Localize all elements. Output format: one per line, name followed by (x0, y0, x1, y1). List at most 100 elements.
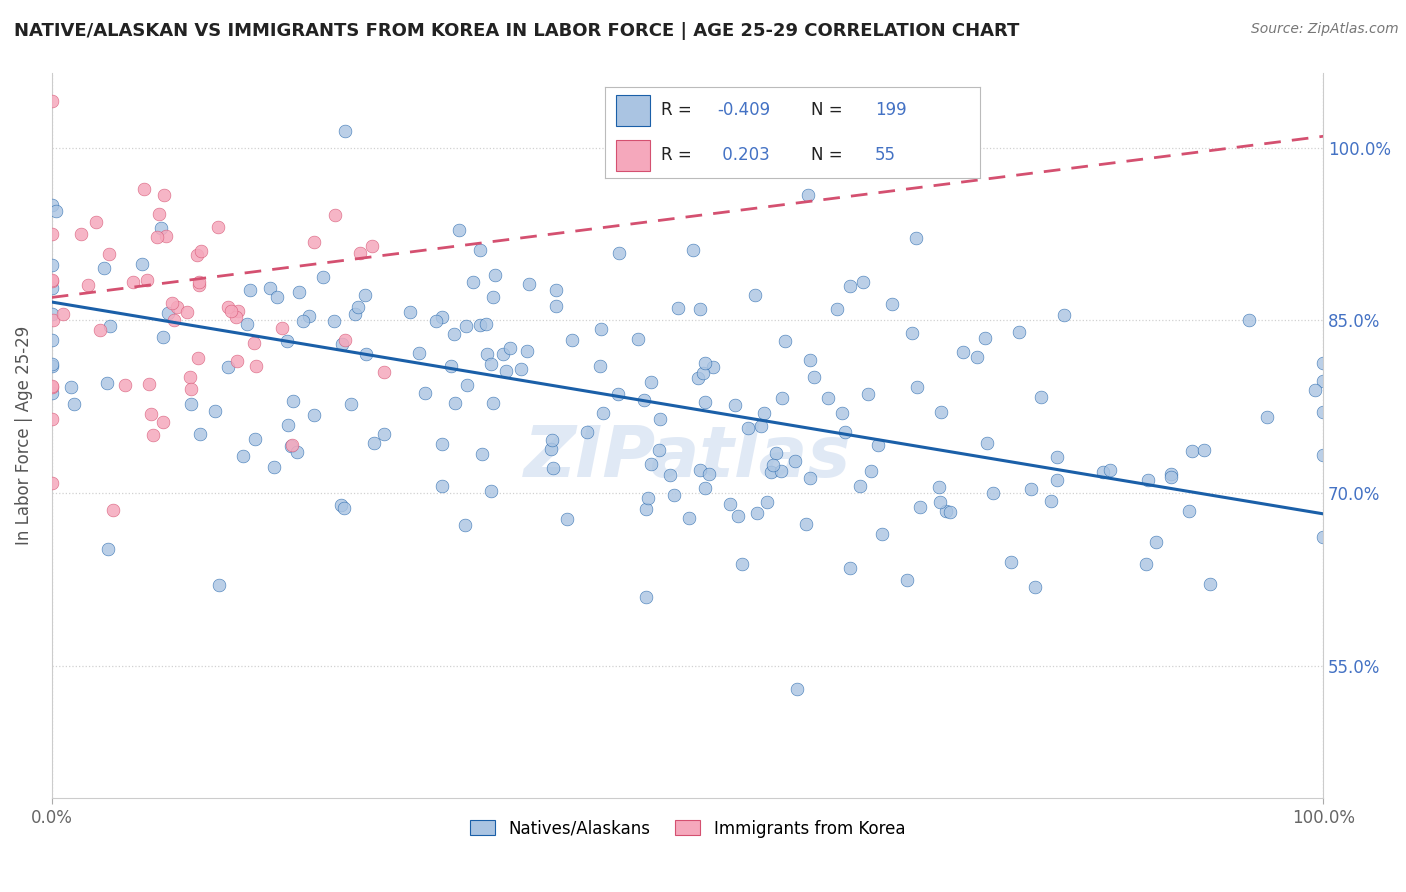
Natives/Alaskans (204, 404, 226, 418)
Immigrants from Korea (243, 336, 266, 351)
Natives/Alaskans (432, 479, 454, 493)
Natives/Alaskans (93, 261, 115, 276)
Natives/Alaskans (353, 288, 375, 302)
Immigrants from Korea (76, 277, 98, 292)
Natives/Alaskans (1053, 308, 1076, 322)
Natives/Alaskans (499, 342, 522, 356)
Natives/Alaskans (929, 494, 952, 508)
Natives/Alaskans (41, 386, 63, 401)
Natives/Alaskans (981, 486, 1004, 500)
Natives/Alaskans (1008, 326, 1031, 340)
Natives/Alaskans (702, 360, 724, 375)
Natives/Alaskans (482, 290, 505, 304)
Immigrants from Korea (188, 275, 211, 289)
Natives/Alaskans (640, 458, 662, 472)
Natives/Alaskans (896, 574, 918, 588)
Natives/Alaskans (727, 508, 749, 523)
Natives/Alaskans (456, 378, 478, 392)
Natives/Alaskans (298, 310, 321, 324)
Immigrants from Korea (186, 247, 208, 261)
Natives/Alaskans (41, 357, 63, 371)
Natives/Alaskans (939, 505, 962, 519)
Immigrants from Korea (302, 235, 325, 250)
Natives/Alaskans (634, 590, 657, 604)
Natives/Alaskans (756, 495, 779, 509)
Natives/Alaskans (1303, 383, 1326, 397)
Natives/Alaskans (1312, 405, 1334, 419)
Natives/Alaskans (1160, 470, 1182, 484)
Natives/Alaskans (343, 307, 366, 321)
Natives/Alaskans (662, 488, 685, 502)
Natives/Alaskans (263, 459, 285, 474)
Immigrants from Korea (349, 246, 371, 260)
Natives/Alaskans (770, 392, 793, 406)
Natives/Alaskans (479, 358, 502, 372)
Immigrants from Korea (166, 300, 188, 314)
Natives/Alaskans (838, 278, 860, 293)
Natives/Alaskans (1312, 449, 1334, 463)
Natives/Alaskans (591, 321, 613, 335)
Immigrants from Korea (270, 321, 292, 335)
Natives/Alaskans (1135, 557, 1157, 571)
Natives/Alaskans (759, 465, 782, 479)
Natives/Alaskans (1312, 375, 1334, 389)
Natives/Alaskans (470, 244, 492, 258)
Natives/Alaskans (235, 317, 257, 331)
Natives/Alaskans (952, 344, 974, 359)
Natives/Alaskans (860, 464, 883, 478)
Natives/Alaskans (1029, 390, 1052, 404)
Natives/Alaskans (699, 467, 721, 482)
Immigrants from Korea (207, 220, 229, 235)
Immigrants from Korea (163, 313, 186, 327)
Natives/Alaskans (637, 491, 659, 505)
Natives/Alaskans (302, 408, 325, 422)
Immigrants from Korea (69, 227, 91, 242)
Immigrants from Korea (245, 359, 267, 373)
Natives/Alaskans (1144, 535, 1167, 549)
Natives/Alaskans (41, 281, 63, 295)
Natives/Alaskans (517, 277, 540, 291)
Natives/Alaskans (797, 187, 820, 202)
Natives/Alaskans (277, 417, 299, 432)
Natives/Alaskans (693, 481, 716, 495)
Natives/Alaskans (905, 230, 928, 244)
Natives/Alaskans (484, 268, 506, 282)
Text: ZIPatlas: ZIPatlas (524, 423, 851, 491)
Natives/Alaskans (1199, 576, 1222, 591)
Immigrants from Korea (141, 407, 163, 421)
Natives/Alaskans (693, 394, 716, 409)
Natives/Alaskans (928, 480, 950, 494)
Natives/Alaskans (838, 561, 860, 575)
Natives/Alaskans (900, 326, 922, 340)
Immigrants from Korea (361, 238, 384, 252)
Immigrants from Korea (132, 182, 155, 196)
Natives/Alaskans (323, 314, 346, 328)
Natives/Alaskans (41, 198, 63, 212)
Immigrants from Korea (52, 307, 75, 321)
Natives/Alaskans (454, 517, 477, 532)
Natives/Alaskans (443, 395, 465, 409)
Natives/Alaskans (1181, 443, 1204, 458)
Natives/Alaskans (59, 379, 82, 393)
Natives/Alaskans (589, 359, 612, 374)
Natives/Alaskans (373, 427, 395, 442)
Natives/Alaskans (280, 439, 302, 453)
Natives/Alaskans (492, 347, 515, 361)
Natives/Alaskans (432, 310, 454, 324)
Natives/Alaskans (576, 425, 599, 439)
Natives/Alaskans (157, 305, 180, 319)
Natives/Alaskans (689, 463, 711, 477)
Natives/Alaskans (627, 332, 650, 346)
Natives/Alaskans (1019, 482, 1042, 496)
Natives/Alaskans (765, 446, 787, 460)
Natives/Alaskans (692, 366, 714, 380)
Natives/Alaskans (785, 454, 807, 468)
Immigrants from Korea (325, 208, 347, 222)
Natives/Alaskans (773, 334, 796, 348)
Natives/Alaskans (96, 376, 118, 390)
Natives/Alaskans (363, 435, 385, 450)
Natives/Alaskans (180, 397, 202, 411)
Natives/Alaskans (456, 318, 478, 333)
Legend: Natives/Alaskans, Immigrants from Korea: Natives/Alaskans, Immigrants from Korea (463, 813, 911, 844)
Natives/Alaskans (510, 362, 533, 376)
